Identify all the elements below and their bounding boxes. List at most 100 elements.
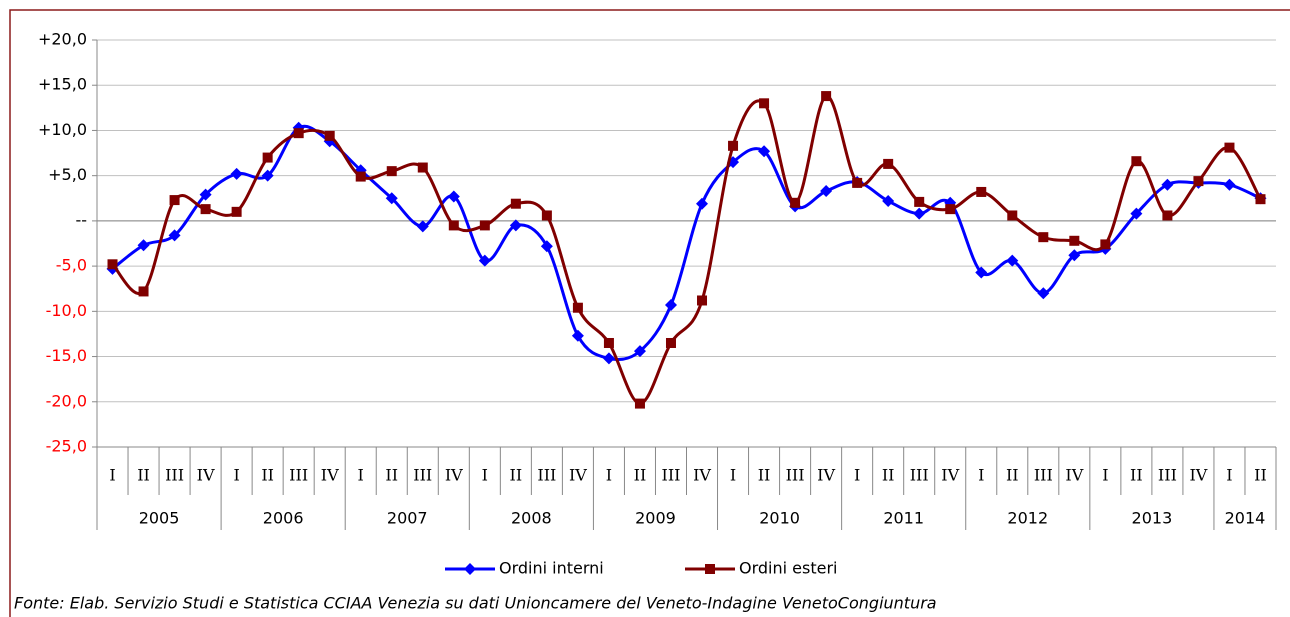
x-tick-label: II bbox=[1254, 466, 1267, 485]
x-tick-label: II bbox=[1006, 466, 1019, 485]
marker bbox=[697, 295, 708, 306]
marker bbox=[1068, 249, 1081, 262]
marker bbox=[324, 130, 335, 141]
x-tick-label: I bbox=[854, 466, 860, 485]
x-tick-label: III bbox=[537, 466, 556, 485]
y-tick-label: +5,0 bbox=[48, 165, 87, 184]
marker bbox=[759, 98, 770, 109]
x-tick-label: IV bbox=[569, 466, 587, 485]
marker bbox=[510, 198, 521, 209]
x-tick-label: I bbox=[1102, 466, 1108, 485]
marker bbox=[852, 177, 863, 188]
marker bbox=[1037, 287, 1050, 300]
year-label: 2014 bbox=[1225, 509, 1266, 528]
x-tick-label: I bbox=[1226, 466, 1232, 485]
marker bbox=[262, 152, 273, 163]
x-tick-label: II bbox=[510, 466, 523, 485]
year-label: 2013 bbox=[1132, 509, 1173, 528]
marker bbox=[107, 259, 118, 270]
marker bbox=[169, 195, 180, 206]
marker bbox=[571, 329, 584, 342]
marker bbox=[200, 204, 211, 215]
x-tick-label: I bbox=[606, 466, 612, 485]
marker bbox=[509, 219, 522, 232]
marker bbox=[1100, 239, 1111, 250]
marker bbox=[633, 345, 646, 358]
y-tick-label: -25,0 bbox=[46, 437, 87, 456]
marker bbox=[945, 204, 956, 215]
x-tick-label: III bbox=[165, 466, 184, 485]
marker bbox=[137, 239, 150, 252]
marker bbox=[882, 194, 895, 207]
y-tick-label: +10,0 bbox=[38, 120, 87, 139]
marker bbox=[790, 197, 801, 208]
marker bbox=[1131, 156, 1142, 167]
marker bbox=[602, 352, 615, 365]
x-tick-label: IV bbox=[445, 466, 463, 485]
marker bbox=[448, 220, 459, 231]
marker bbox=[758, 145, 771, 158]
marker bbox=[168, 229, 181, 242]
marker bbox=[913, 207, 926, 220]
marker bbox=[603, 337, 614, 348]
x-tick-label: II bbox=[634, 466, 647, 485]
marker bbox=[883, 158, 894, 169]
y-tick-label: -20,0 bbox=[46, 391, 87, 410]
marker bbox=[821, 91, 832, 102]
marker bbox=[541, 210, 552, 221]
y-tick-label: -15,0 bbox=[46, 346, 87, 365]
x-tick-label: I bbox=[109, 466, 115, 485]
marker bbox=[1007, 210, 1018, 221]
marker bbox=[634, 398, 645, 409]
x-tick-label: III bbox=[1158, 466, 1177, 485]
x-tick-label: III bbox=[413, 466, 432, 485]
x-tick-label: III bbox=[289, 466, 308, 485]
marker bbox=[138, 286, 149, 297]
marker bbox=[447, 190, 460, 203]
x-tick-label: IV bbox=[817, 466, 835, 485]
x-tick-label: I bbox=[482, 466, 488, 485]
x-tick-label: IV bbox=[1189, 466, 1207, 485]
x-tick-label: II bbox=[882, 466, 895, 485]
series-line bbox=[111, 124, 1262, 362]
x-tick-label: III bbox=[910, 466, 929, 485]
marker bbox=[1069, 235, 1080, 246]
marker bbox=[199, 188, 212, 201]
year-label: 2010 bbox=[759, 509, 800, 528]
marker bbox=[665, 337, 676, 348]
x-tick-label: I bbox=[233, 466, 239, 485]
x-tick-label: IV bbox=[321, 466, 339, 485]
year-label: 2009 bbox=[635, 509, 676, 528]
year-label: 2012 bbox=[1007, 509, 1048, 528]
y-tick-label: -10,0 bbox=[46, 301, 87, 320]
x-tick-label: II bbox=[758, 466, 771, 485]
year-label: 2006 bbox=[263, 509, 304, 528]
year-label: 2007 bbox=[387, 509, 428, 528]
marker bbox=[479, 220, 490, 231]
marker bbox=[820, 185, 833, 198]
x-tick-label: III bbox=[662, 466, 681, 485]
marker bbox=[1224, 142, 1235, 153]
marker bbox=[1193, 176, 1204, 187]
marker bbox=[728, 140, 739, 151]
marker bbox=[230, 167, 243, 180]
marker bbox=[1162, 210, 1173, 221]
x-tick-label: IV bbox=[1065, 466, 1083, 485]
marker bbox=[1038, 232, 1049, 243]
x-tick-label: IV bbox=[693, 466, 711, 485]
x-tick-label: II bbox=[385, 466, 398, 485]
marker bbox=[1255, 194, 1266, 205]
source-note: Fonte: Elab. Servizio Studi e Statistica… bbox=[14, 594, 937, 613]
marker bbox=[914, 196, 925, 207]
marker bbox=[261, 169, 274, 182]
marker bbox=[1006, 254, 1019, 267]
x-tick-label: I bbox=[730, 466, 736, 485]
x-tick-label: II bbox=[1130, 466, 1143, 485]
x-tick-label: IV bbox=[941, 466, 959, 485]
marker bbox=[1161, 178, 1174, 191]
y-tick-label: -- bbox=[75, 210, 87, 229]
y-tick-label: +20,0 bbox=[38, 30, 87, 49]
marker bbox=[385, 192, 398, 205]
x-tick-label: III bbox=[1034, 466, 1053, 485]
